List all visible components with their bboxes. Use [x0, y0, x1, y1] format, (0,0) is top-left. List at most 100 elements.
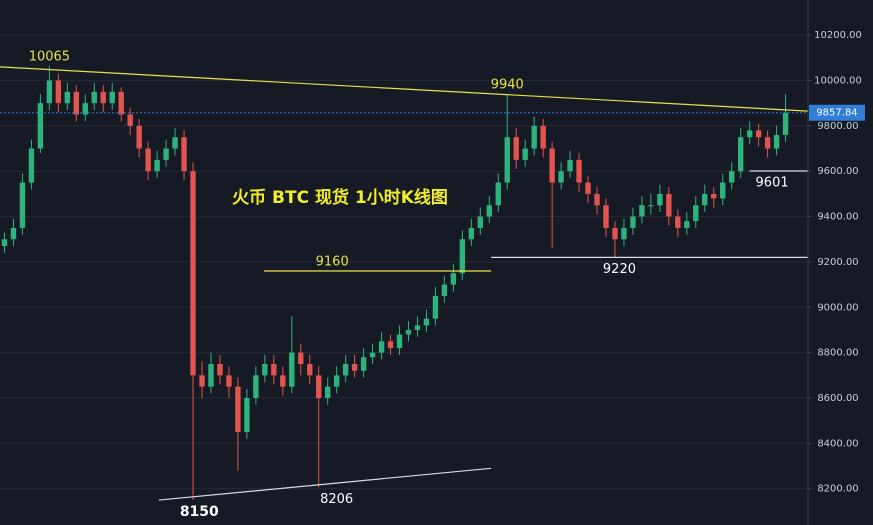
- candle-body: [612, 227, 618, 240]
- candle-body: [773, 134, 780, 149]
- annotation: 8206: [320, 492, 353, 507]
- annotation: 9601: [756, 175, 789, 190]
- annotation: 9220: [603, 262, 636, 277]
- candle-body: [755, 130, 762, 138]
- candle-body: [181, 137, 187, 172]
- trend-line: [0, 66, 809, 112]
- candle-body: [486, 205, 492, 217]
- candle-body: [262, 363, 268, 376]
- candle-body: [711, 193, 717, 199]
- last-price-box: [809, 104, 865, 121]
- candle-body: [208, 363, 214, 387]
- candle-body: [199, 375, 205, 387]
- candle-body: [136, 125, 142, 149]
- candle-body: [720, 182, 726, 199]
- annotation: 10065: [29, 49, 70, 64]
- candle-body: [549, 148, 555, 183]
- candle-body: [289, 352, 295, 387]
- candle-body: [423, 318, 430, 326]
- candle-body: [576, 159, 582, 183]
- candle-body: [746, 130, 753, 138]
- candle-body: [73, 91, 80, 115]
- candle-body: [127, 114, 133, 126]
- candle-body: [190, 171, 196, 376]
- candle-body: [432, 295, 439, 319]
- candle-body: [558, 171, 564, 183]
- y-tick-label: 10000.00: [814, 76, 862, 87]
- candle-body: [91, 91, 97, 104]
- candle-body: [10, 227, 17, 240]
- candle-body: [639, 205, 645, 217]
- candle-body: [333, 375, 340, 387]
- annotation: 9940: [491, 78, 524, 93]
- candle-body: [163, 148, 169, 160]
- y-tick-label: 9200.00: [817, 257, 858, 268]
- candle-body: [495, 182, 501, 206]
- candle-body: [702, 193, 708, 206]
- candle-body: [684, 221, 690, 228]
- candle-body: [28, 148, 35, 183]
- y-tick-label: 9000.00: [817, 302, 858, 313]
- candle-body: [567, 159, 573, 172]
- candle-body: [324, 386, 331, 399]
- candle-body: [378, 341, 385, 353]
- candle-body: [459, 239, 466, 274]
- candle-body: [351, 363, 358, 371]
- candle-body: [145, 148, 151, 172]
- candle-body: [19, 182, 26, 228]
- candle-body: [540, 125, 546, 149]
- y-tick-label: 8200.00: [817, 484, 858, 495]
- candle-body: [172, 137, 178, 149]
- candle-body: [342, 363, 349, 376]
- candle-body: [82, 103, 88, 115]
- candle-body: [235, 386, 241, 433]
- candle-body: [513, 137, 519, 160]
- candle-body: [226, 375, 232, 387]
- annotation: 9160: [316, 255, 349, 270]
- candle-body: [1, 239, 8, 247]
- candle-body: [316, 375, 322, 399]
- candle-body: [477, 216, 484, 228]
- trend-line: [158, 467, 492, 501]
- candle-body: [100, 91, 106, 104]
- candle-body: [531, 125, 537, 149]
- y-tick-label: 8600.00: [817, 393, 858, 404]
- candle-body: [414, 325, 421, 330]
- candle-body: [307, 363, 313, 376]
- candle-body: [657, 193, 663, 206]
- candle-body: [468, 227, 475, 240]
- candle-body: [217, 363, 223, 376]
- candle-body: [46, 80, 53, 104]
- candle-body: [450, 273, 457, 285]
- y-tick-label: 9600.00: [817, 166, 858, 177]
- candle-body: [621, 227, 627, 240]
- candle-body: [271, 363, 277, 376]
- candle-body: [396, 334, 403, 349]
- candle-body: [109, 91, 115, 104]
- candle-body: [522, 148, 528, 160]
- y-tick-label: 8400.00: [817, 438, 858, 449]
- candle-body: [244, 398, 250, 433]
- candle-body: [405, 329, 412, 335]
- candle-body: [55, 80, 62, 104]
- candle-body: [728, 171, 735, 183]
- candle-body: [764, 137, 771, 149]
- candle-body: [603, 205, 609, 228]
- last-price-label: 9857.84: [816, 108, 857, 119]
- candle-body: [387, 341, 394, 349]
- chart-title: 火币 BTC 现货 1小时K线图: [232, 187, 448, 208]
- candle-body: [585, 182, 591, 194]
- candle-body: [280, 375, 286, 387]
- candle-body: [666, 193, 672, 217]
- candle-body: [298, 352, 304, 364]
- candle-body: [782, 112, 789, 135]
- candle-body: [253, 375, 259, 399]
- y-tick-label: 10200.00: [814, 30, 862, 41]
- candle-body: [441, 284, 448, 296]
- candle-body: [369, 352, 376, 358]
- candle-body: [594, 193, 600, 206]
- candle-body: [737, 137, 744, 172]
